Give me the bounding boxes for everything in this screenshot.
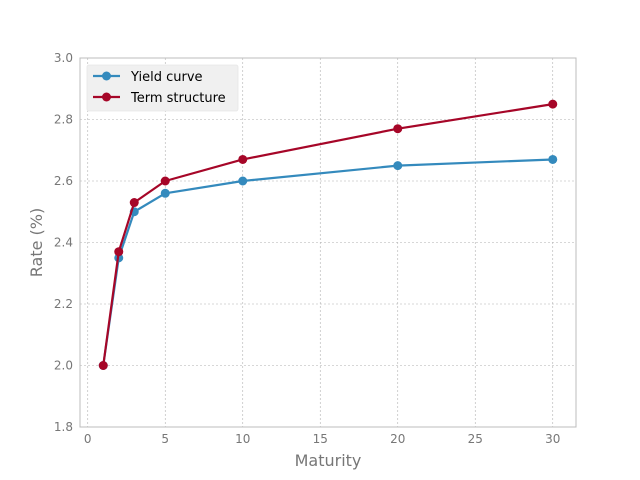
data-point xyxy=(393,124,403,134)
plot-frame xyxy=(79,57,577,428)
y-tick-label: 2.8 xyxy=(54,113,73,127)
legend-swatch-marker xyxy=(102,71,111,81)
series-line xyxy=(102,103,553,366)
legend-item: Yield curve xyxy=(93,70,203,85)
x-tick-label: 25 xyxy=(468,432,483,446)
data-point xyxy=(160,176,170,186)
x-tick-label: 30 xyxy=(545,432,560,446)
data-point xyxy=(393,161,403,171)
legend-label: Term structure xyxy=(130,91,226,106)
legend-swatch-marker xyxy=(102,92,111,102)
x-tick-label: 20 xyxy=(390,432,405,446)
ticks: 0 5 10 15 20 25 30 1.8 2.0 2.2 2.4 2.6 2.8 3.0 xyxy=(54,51,560,446)
y-tick-label: 3.0 xyxy=(54,51,73,65)
data-point xyxy=(238,154,248,164)
x-axis-title: Maturity xyxy=(295,451,362,470)
data-point xyxy=(129,198,139,208)
y-axis-title: Rate (%) xyxy=(27,208,46,277)
y-tick-label: 2.0 xyxy=(54,359,73,373)
y-tick-label: 2.6 xyxy=(54,174,73,188)
y-tick-label: 1.8 xyxy=(54,420,73,434)
x-tick-label: 10 xyxy=(235,432,250,446)
y-tick-label: 2.2 xyxy=(54,297,73,311)
data-point xyxy=(548,154,558,164)
series-line xyxy=(102,158,553,366)
data-point xyxy=(548,99,558,109)
x-tick-label: 0 xyxy=(84,432,92,446)
data-point xyxy=(238,176,248,186)
x-tick-label: 15 xyxy=(313,432,328,446)
y-tick-label: 2.4 xyxy=(54,236,73,250)
data-point xyxy=(98,361,108,370)
legend-box xyxy=(86,64,239,112)
legend: Yield curve Term structure xyxy=(86,64,239,112)
series-2 xyxy=(98,99,558,370)
series-layer xyxy=(98,99,558,370)
legend-label: Yield curve xyxy=(130,70,203,85)
x-tick-label: 5 xyxy=(161,432,169,446)
data-point xyxy=(160,188,170,198)
series-1 xyxy=(98,154,558,370)
data-point xyxy=(114,247,124,257)
legend-item: Term structure xyxy=(93,91,226,106)
